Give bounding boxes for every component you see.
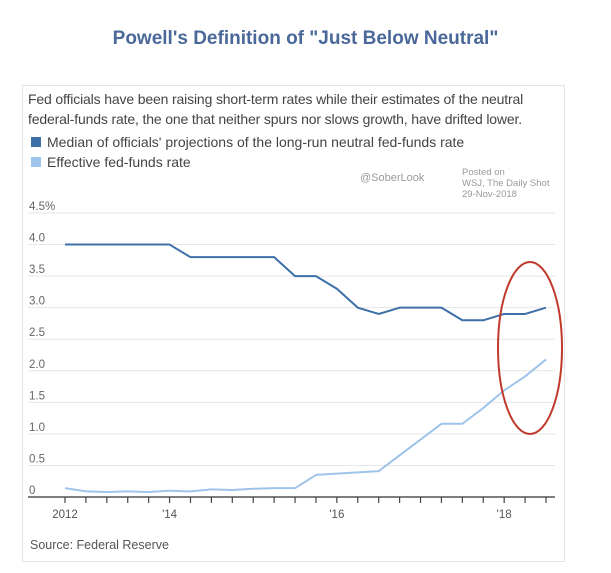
x-tick-label: '18 <box>497 509 512 521</box>
y-tick-label: 3.0 <box>29 296 45 308</box>
y-tick-label: 1.0 <box>29 422 45 434</box>
x-tick-label: '14 <box>162 509 178 521</box>
legend-swatch-effective <box>31 157 41 167</box>
highlight-ellipse <box>497 261 563 435</box>
median-neutral-line <box>65 243 547 322</box>
y-tick-label: 3.5 <box>29 264 45 276</box>
y-tick-label: 2.5 <box>29 327 45 339</box>
source-note: Source: Federal Reserve <box>30 538 169 552</box>
watermark-source: WSJ, The Daily Shot <box>462 178 550 189</box>
y-tick-label: 1.5 <box>29 390 45 402</box>
watermark-posted: Posted on <box>462 167 505 178</box>
legend-label: Effective fed-funds rate <box>47 154 191 170</box>
watermark-date: 29-Nov-2018 <box>462 189 517 200</box>
legend-item-effective: Effective fed-funds rate <box>31 154 191 170</box>
y-tick-label: 4.5% <box>29 201 55 213</box>
chart-title: Powell's Definition of "Just Below Neutr… <box>112 28 499 49</box>
legend-item-median: Median of officials' projections of the … <box>31 134 464 150</box>
legend-swatch-median <box>31 137 41 147</box>
y-tick-label: 4.0 <box>29 233 45 245</box>
legend-label: Median of officials' projections of the … <box>47 134 465 150</box>
chart-frame <box>22 85 565 562</box>
x-tick-label: 2012 <box>52 509 78 521</box>
y-tick-label: 0.5 <box>29 453 45 465</box>
y-tick-label: 0 <box>29 485 35 497</box>
chart-subtitle: Fed officials have been raising short-te… <box>28 91 524 127</box>
x-tick-label: '16 <box>329 509 344 521</box>
y-tick-label: 2.0 <box>29 359 45 371</box>
watermark-handle: @SoberLook <box>360 172 425 184</box>
effective-rate-line <box>64 358 547 493</box>
